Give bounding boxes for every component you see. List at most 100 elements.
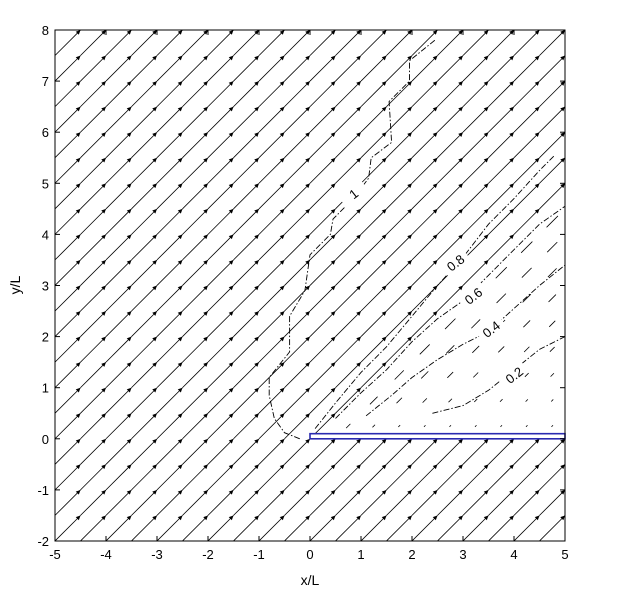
vector-arrow (233, 464, 260, 491)
arrow-head (534, 464, 540, 470)
arrow-head (356, 387, 361, 393)
arrow-shaft (54, 464, 81, 491)
vector-arrow (309, 387, 336, 414)
vector-arrow (539, 55, 566, 82)
contour-line (314, 154, 556, 429)
arrow-shaft (131, 310, 158, 337)
arrow-head (75, 311, 81, 316)
arrow-head (432, 208, 438, 214)
arrow-shaft (309, 55, 336, 82)
vector-arrow (284, 387, 311, 414)
vector-arrow (207, 438, 234, 465)
arrow-head (101, 413, 106, 419)
arrow-head (356, 106, 361, 112)
vector-arrow (386, 183, 413, 210)
vector-arrow (284, 157, 311, 184)
arrow-shaft (411, 106, 438, 133)
arrow-shaft (360, 55, 387, 82)
vector-arrow (462, 55, 489, 82)
vector-arrow (335, 489, 362, 516)
arrow-shaft (131, 183, 158, 210)
vector-arrow (386, 489, 413, 516)
arrow-head (228, 183, 234, 189)
arrow-head (509, 234, 514, 240)
vector-arrow (360, 234, 387, 261)
arrow-shaft (398, 424, 401, 428)
vector-arrow (360, 361, 387, 388)
vector-arrow (488, 131, 515, 158)
arrow-shaft (386, 515, 413, 542)
vector-arrow (419, 344, 430, 355)
vector-arrow (131, 438, 158, 465)
arrow-head (458, 464, 463, 470)
arrow-shaft (546, 215, 559, 228)
arrow-head (509, 489, 514, 495)
arrow-head (305, 259, 310, 265)
arrow-shaft (80, 80, 107, 107)
arrow-shaft (80, 55, 107, 82)
arrow-shaft (386, 157, 413, 184)
vector-arrow (521, 267, 532, 278)
arrow-head (279, 183, 285, 189)
arrow-head (483, 132, 489, 137)
arrow-shaft (156, 464, 183, 491)
arrow-head (356, 285, 361, 291)
arrow-shaft (105, 489, 132, 516)
arrow-head (177, 208, 183, 214)
arrow-shaft (369, 396, 378, 405)
arrow-shaft (182, 464, 209, 491)
x-axis-label: x/L (301, 572, 320, 588)
vector-arrow (207, 208, 234, 235)
contour-line (268, 39, 436, 440)
arrow-shaft (131, 336, 158, 363)
vector-arrow (369, 396, 378, 405)
arrow-head (75, 183, 81, 189)
vector-arrow (233, 489, 260, 516)
vector-arrow (131, 285, 158, 312)
arrow-shaft (445, 345, 455, 354)
arrow-head (254, 259, 259, 265)
arrow-shaft (513, 131, 540, 158)
arrow-shaft (396, 397, 403, 404)
vector-arrow (54, 157, 81, 184)
vector-arrow (156, 336, 183, 363)
contour-line (365, 264, 566, 417)
vector-arrow (411, 55, 438, 82)
arrow-head (330, 311, 336, 316)
arrow-shaft (156, 183, 183, 210)
arrow-head (177, 132, 183, 137)
arrow-shaft (54, 336, 81, 363)
arrow-shaft (131, 361, 158, 388)
axis-ticks: -5 -4 -3 -2 -1 0 1 2 3 4 5 -2 -1 0 1 2 3 4 5 6 7 8 (37, 23, 568, 562)
arrow-shaft (335, 464, 362, 491)
arrow-head (152, 438, 157, 444)
vector-arrow (80, 310, 107, 337)
arrow-shaft (284, 361, 311, 388)
vector-arrow (386, 29, 413, 56)
y-tick-label: -2 (37, 534, 49, 549)
vector-arrow (131, 183, 158, 210)
arrow-head (509, 157, 514, 163)
arrow-head (560, 515, 565, 521)
vector-arrow (131, 361, 158, 388)
arrow-shaft (360, 464, 387, 491)
arrow-head (305, 132, 310, 137)
vector-arrow (156, 157, 183, 184)
arrow-shaft (156, 234, 183, 261)
arrow-shaft (258, 464, 285, 491)
arrow-head (203, 413, 208, 419)
vector-arrow (131, 489, 158, 516)
vector-arrow (386, 285, 413, 312)
arrow-head (101, 132, 106, 137)
vector-arrow (462, 438, 489, 465)
arrow-shaft (284, 259, 311, 286)
arrow-shaft (309, 131, 336, 158)
vector-arrow (80, 515, 107, 542)
vector-arrow (520, 241, 533, 254)
arrow-shaft (207, 438, 234, 465)
arrow-head (483, 438, 489, 444)
arrow-shaft (462, 259, 489, 286)
arrow-shaft (360, 310, 387, 337)
arrow-head (483, 106, 489, 112)
arrow-shaft (335, 157, 362, 184)
